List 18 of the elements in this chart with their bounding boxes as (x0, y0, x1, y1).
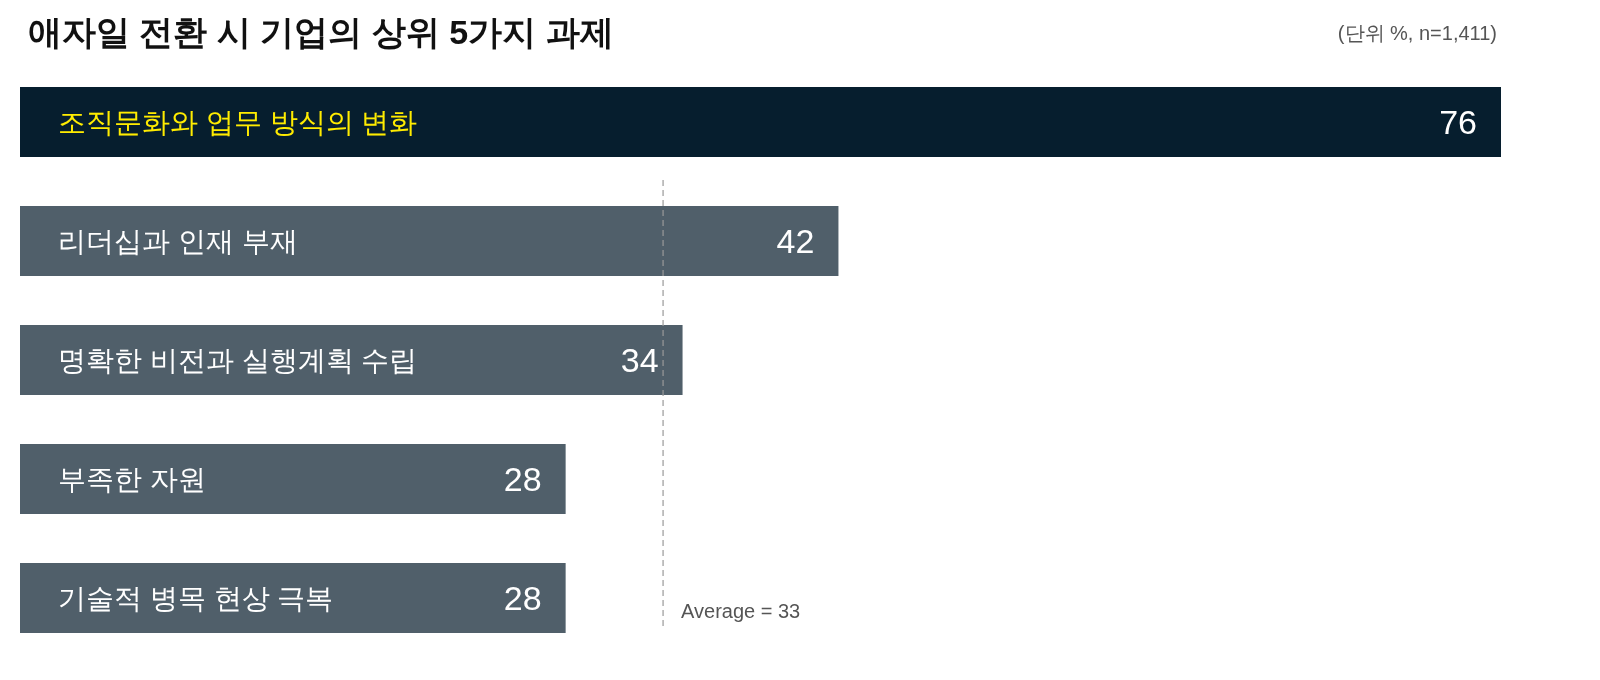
bar (20, 206, 839, 276)
bar (20, 325, 683, 395)
chart-title: 애자일 전환 시 기업의 상위 5가지 과제 (28, 13, 614, 51)
y-tick-label: 부족한 자원 (58, 464, 206, 495)
bar (20, 87, 1501, 157)
y-tick-label: 리더십과 인재 부재 (58, 226, 298, 257)
data-label: 42 (776, 222, 815, 260)
bar (20, 563, 566, 633)
y-tick-label: 명확한 비전과 실행계획 수립 (58, 345, 418, 376)
data-label: 28 (503, 579, 542, 617)
bar (20, 444, 566, 514)
data-label: 34 (620, 341, 659, 379)
data-label: 28 (503, 460, 542, 498)
chart-subtitle: (단위 %, n=1,411) (1337, 22, 1497, 44)
data-label: 76 (1439, 103, 1477, 141)
ref-line-label: Average = 33 (681, 600, 801, 622)
y-tick-label: 기술적 병목 현상 극복 (58, 583, 334, 614)
y-tick-label: 조직문화와 업무 방식의 변화 (58, 107, 418, 138)
